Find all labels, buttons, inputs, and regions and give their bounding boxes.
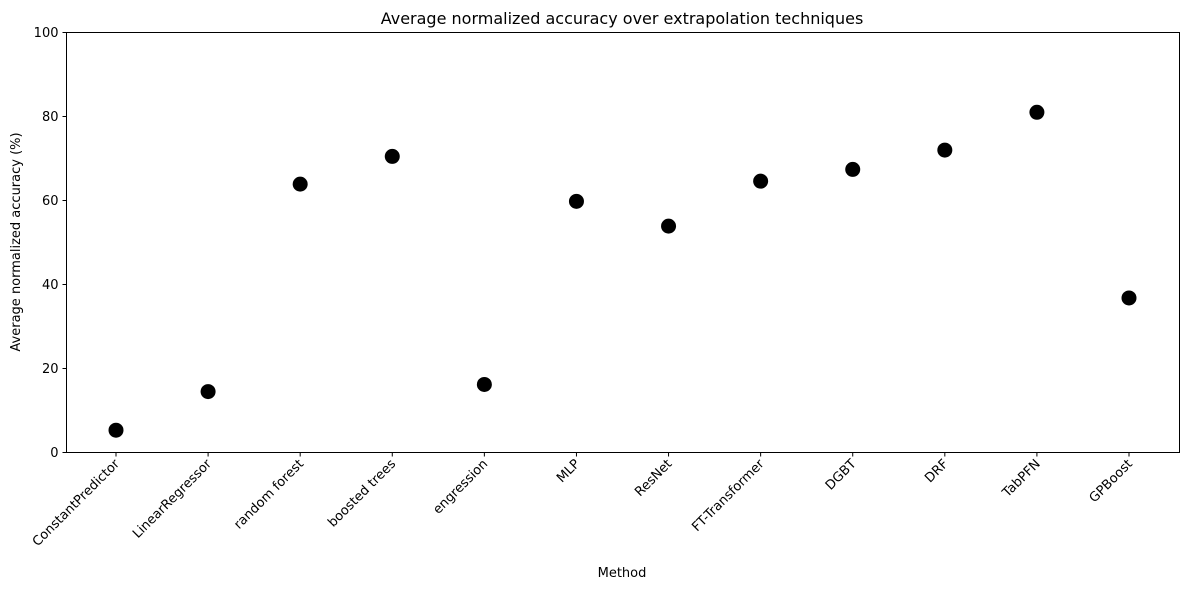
y-tick-label: 80 xyxy=(42,110,59,125)
data-point xyxy=(476,376,492,392)
data-point xyxy=(845,161,861,177)
data-point xyxy=(384,148,400,164)
x-tick-label: DRF xyxy=(922,457,951,486)
x-tick-label: GPBoost xyxy=(1087,457,1136,506)
data-point xyxy=(292,176,308,192)
x-axis-label: Method xyxy=(598,566,647,581)
x-tick-label: boosted trees xyxy=(325,457,399,531)
data-point xyxy=(1029,104,1045,120)
x-tick-label: FT-Transformer xyxy=(689,456,768,535)
data-point xyxy=(661,218,677,234)
x-tick-label: TabPFN xyxy=(999,457,1044,502)
x-axis: ConstantPredictor LinearRegressor random f… xyxy=(30,452,1136,550)
y-tick-label: 60 xyxy=(42,194,59,209)
y-axis-label: Average normalized accuracy (%) xyxy=(9,132,24,351)
x-tick-label: MLP xyxy=(554,457,583,486)
chart-title: Average normalized accuracy over extrapo… xyxy=(381,9,864,28)
x-tick-label: engression xyxy=(430,457,491,518)
data-point xyxy=(1121,290,1137,306)
data-point xyxy=(937,142,953,158)
data-point xyxy=(200,384,216,400)
plot-frame xyxy=(66,32,1180,453)
x-tick-label: ResNet xyxy=(632,457,675,500)
y-tick-label: 0 xyxy=(50,446,58,461)
x-tick-label: DGBT xyxy=(823,457,860,494)
x-tick-label: random forest xyxy=(231,457,307,533)
data-point xyxy=(108,422,124,438)
data-point xyxy=(753,173,769,189)
x-tick-label: LinearRegressor xyxy=(130,456,215,541)
y-tick-label: 100 xyxy=(34,26,59,41)
y-axis: 0 20 40 60 80 100 xyxy=(34,26,67,461)
plot-area xyxy=(66,32,1180,453)
y-tick-label: 40 xyxy=(42,278,59,293)
data-point xyxy=(568,193,584,209)
x-tick-label: ConstantPredictor xyxy=(30,456,123,549)
y-tick-label: 20 xyxy=(42,362,59,377)
data-points xyxy=(108,104,1137,438)
